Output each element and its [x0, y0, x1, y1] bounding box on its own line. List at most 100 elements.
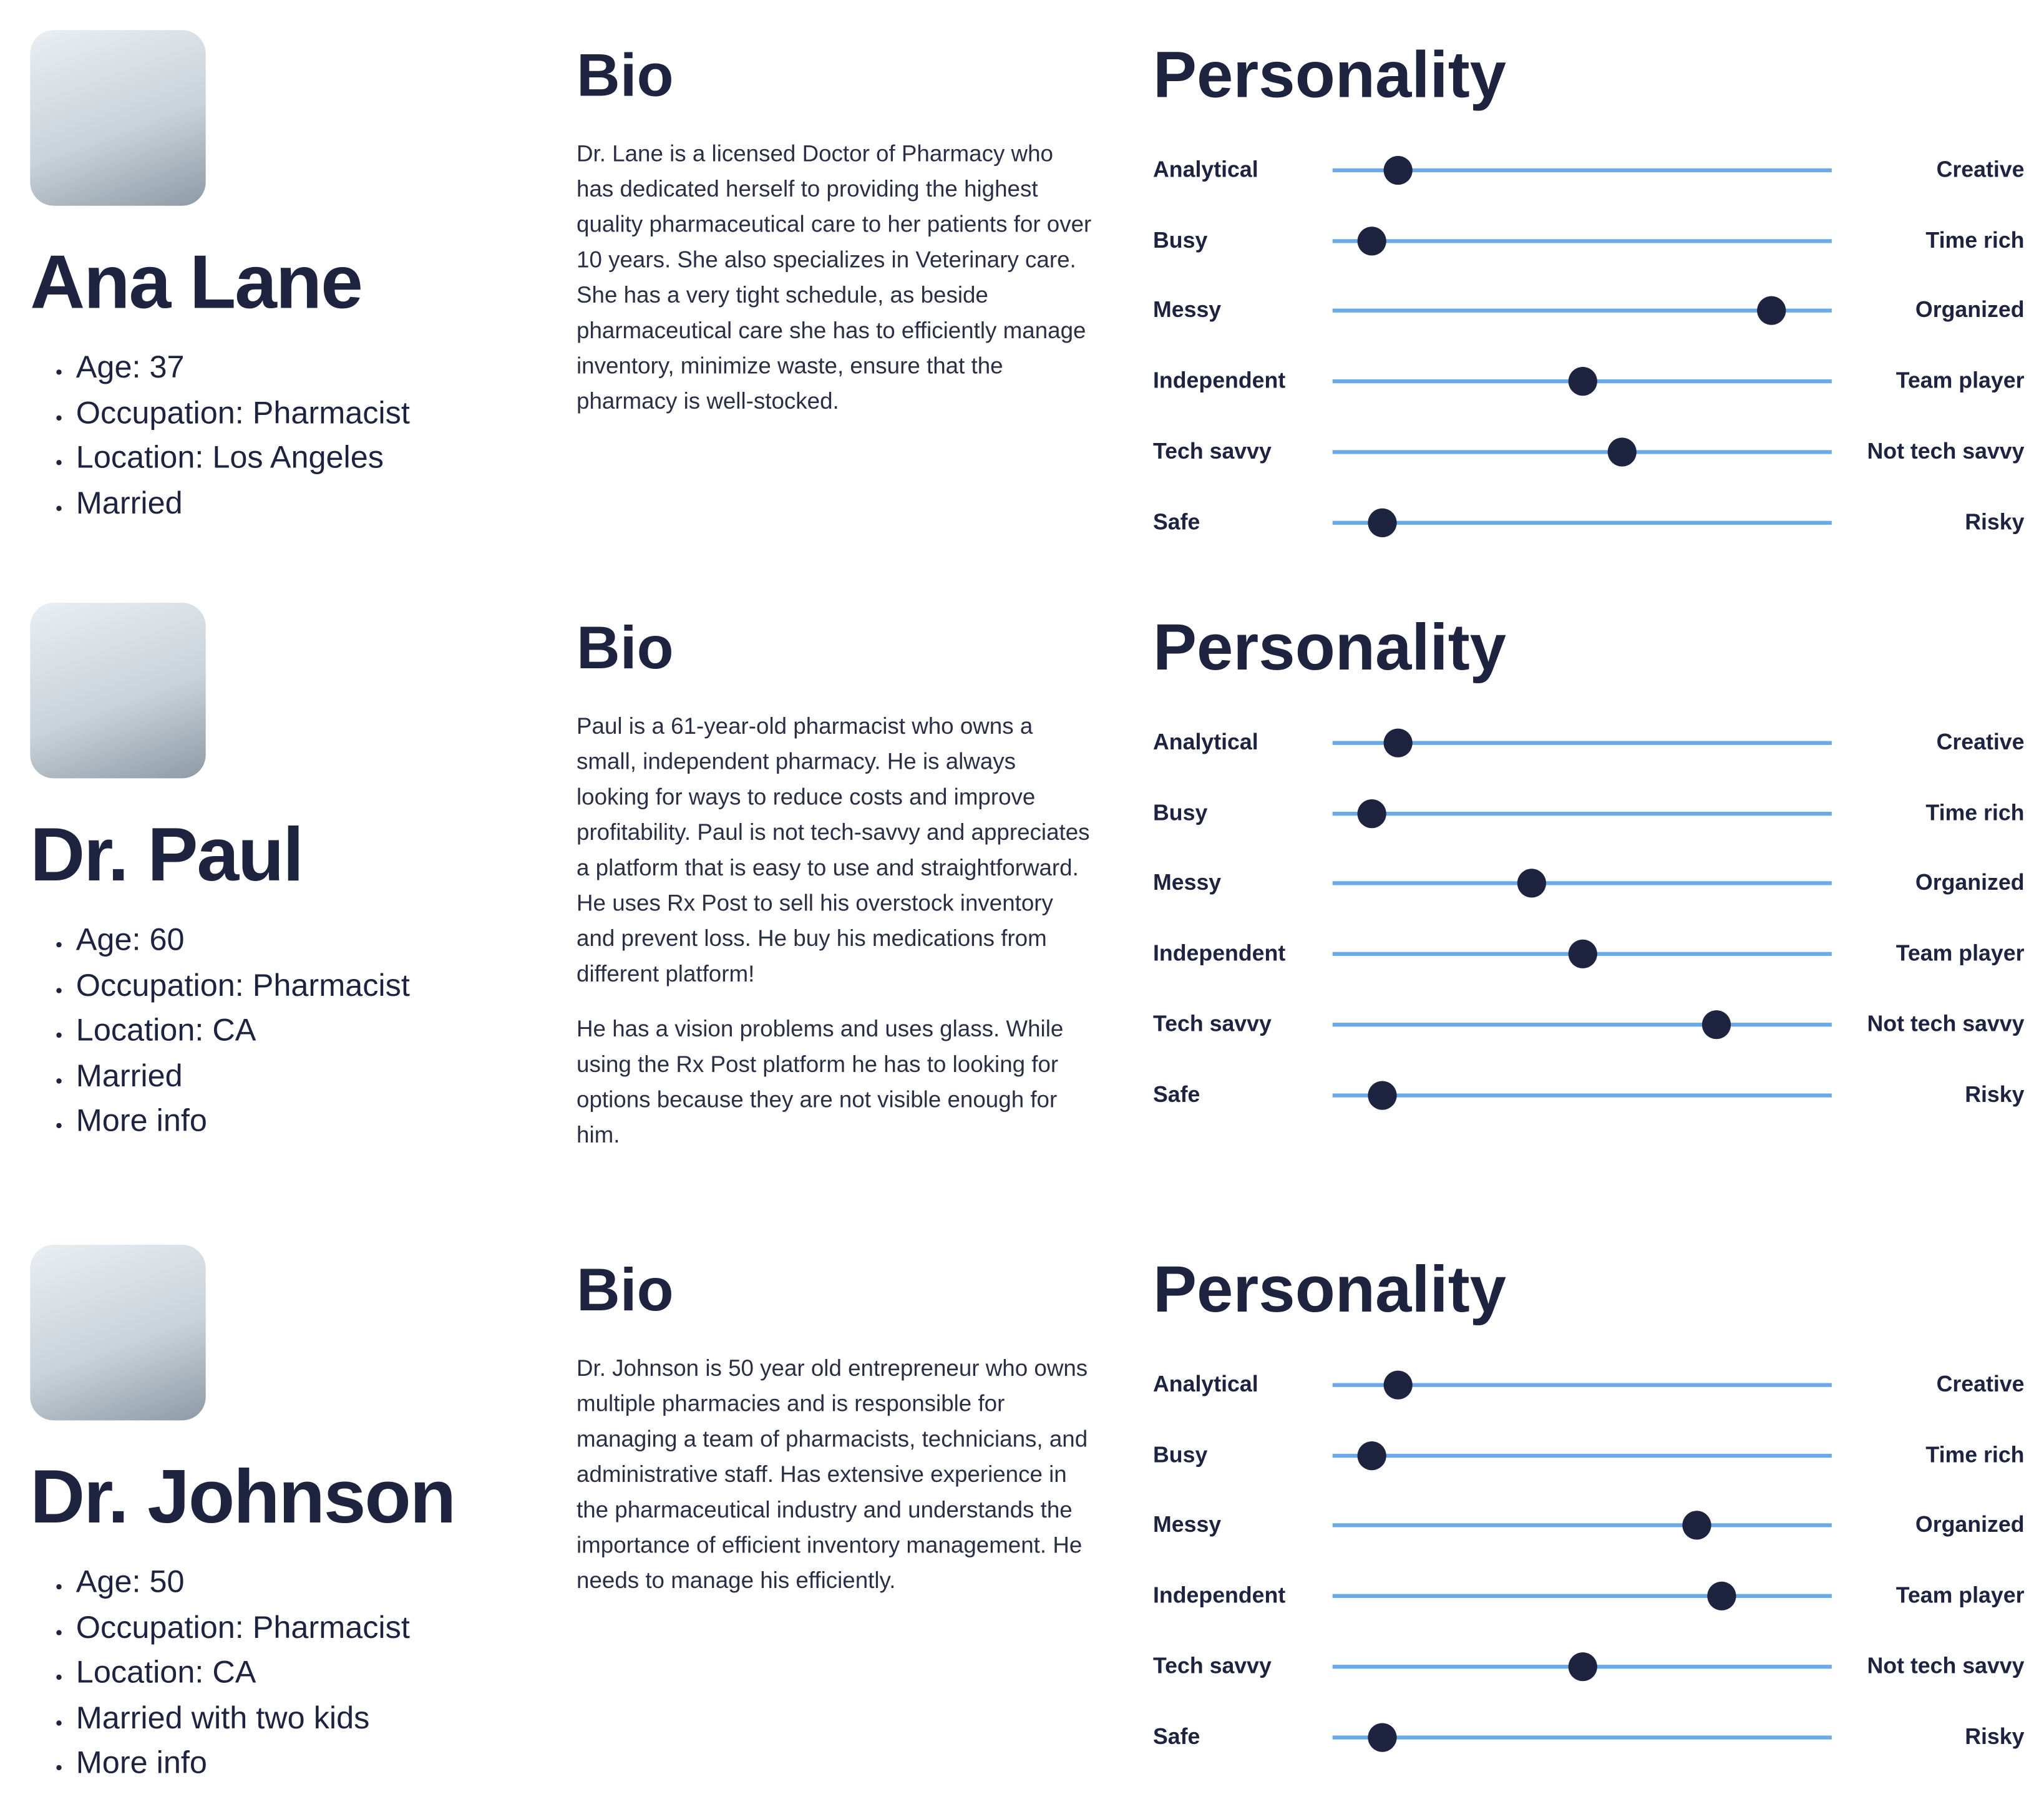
bio: Dr. Johnson is 50 year old entrepreneur …	[577, 1351, 1094, 1618]
slider-track	[1332, 520, 1832, 524]
detail: Age: 37	[76, 346, 410, 391]
persona-name: Ana Lane	[30, 240, 363, 325]
detail: Occupation: Pharmacist	[76, 391, 410, 436]
persona-name: Dr. Paul	[30, 812, 304, 898]
trait-left: Messy	[1152, 298, 1222, 323]
slider-track	[1332, 741, 1832, 745]
bio-paragraph: Paul is a 61-year-old pharmacist who own…	[576, 713, 1090, 987]
details: Age: 50Occupation: PharmacistLocation: C…	[0, 1561, 410, 1786]
trait-left: Independent	[1152, 1582, 1286, 1608]
trait-right: Not tech savvy	[1867, 1653, 2025, 1678]
bio: Paul is a 61-year-old pharmacist who own…	[577, 709, 1094, 1172]
slider-knob	[1358, 799, 1387, 828]
slider-knob	[1368, 1722, 1397, 1751]
slider-track	[1332, 1524, 1832, 1528]
slider-knob	[1567, 1652, 1597, 1681]
slider-knob	[1702, 1010, 1731, 1039]
slider-knob	[1707, 1581, 1736, 1611]
trait-right: Team player	[1896, 368, 2025, 394]
slider-knob	[1607, 437, 1637, 467]
detail: Occupation: Pharmacist	[76, 964, 410, 1009]
detail: Married	[76, 1054, 410, 1099]
trait-left: Independent	[1152, 368, 1286, 394]
photo	[30, 1244, 206, 1421]
detail: Married with two kids	[76, 1696, 410, 1741]
trait-left: Analytical	[1152, 729, 1258, 755]
trait-left: Analytical	[1152, 1371, 1258, 1397]
details: Age: 60Occupation: PharmacistLocation: C…	[0, 918, 410, 1144]
slider-track	[1332, 1594, 1832, 1599]
slider-knob	[1358, 1441, 1387, 1470]
trait-left: Messy	[1152, 870, 1222, 896]
persona: Ana Lane Age: 37Occupation: PharmacistLoc…	[0, 0, 2044, 577]
details: Age: 37Occupation: PharmacistLocation: L…	[0, 346, 410, 527]
detail: Location: Los Angeles	[76, 436, 410, 481]
trait-right: Creative	[1936, 157, 2025, 182]
slider-knob	[1358, 226, 1387, 255]
slider-knob	[1368, 1080, 1397, 1109]
slider-knob	[1517, 869, 1547, 899]
detail: Age: 50	[76, 1561, 410, 1605]
trait-left: Tech savvy	[1152, 1011, 1272, 1036]
trait-right: Team player	[1896, 940, 2025, 966]
personality-title: Personality	[1152, 37, 1507, 112]
trait-right: Risky	[1965, 1081, 2025, 1107]
slider-knob	[1567, 367, 1597, 396]
bio-paragraph: He has a vision problems and uses glass.…	[576, 1015, 1064, 1148]
trait-right: Not tech savvy	[1867, 1011, 2025, 1036]
slider-track	[1332, 1453, 1832, 1458]
persona: Dr. Johnson Age: 50Occupation: Pharmacist…	[0, 1215, 2044, 1791]
slider-knob	[1383, 728, 1412, 757]
detail: Occupation: Pharmacist	[76, 1606, 410, 1651]
trait-right: Risky	[1965, 1723, 2025, 1749]
slider-track	[1332, 811, 1832, 816]
trait-right: Organized	[1915, 870, 2025, 896]
slider-track	[1332, 1022, 1832, 1026]
trait-left: Messy	[1152, 1512, 1222, 1538]
trait-left: Tech savvy	[1152, 439, 1272, 464]
trait-left: Busy	[1152, 1442, 1208, 1468]
detail: More info	[76, 1741, 410, 1786]
slider-knob	[1682, 1511, 1711, 1541]
trait-left: Safe	[1152, 1081, 1200, 1107]
slider-knob	[1757, 296, 1786, 326]
slider-track	[1332, 309, 1832, 313]
bio-title: Bio	[576, 1255, 674, 1323]
photo	[30, 30, 206, 206]
bio-title: Bio	[576, 613, 674, 681]
trait-left: Independent	[1152, 940, 1286, 966]
slider-track	[1332, 168, 1832, 173]
trait-right: Time rich	[1925, 800, 2025, 826]
slider-knob	[1383, 1370, 1412, 1400]
bio: Dr. Lane is a licensed Doctor of Pharmac…	[577, 136, 1094, 439]
slider-track	[1332, 882, 1832, 886]
detail: More info	[76, 1099, 410, 1144]
slider-track	[1332, 1383, 1832, 1387]
slider-track	[1332, 449, 1832, 454]
trait-right: Time rich	[1925, 1442, 2025, 1468]
slider-knob	[1567, 939, 1597, 969]
trait-left: Tech savvy	[1152, 1653, 1272, 1678]
trait-right: Time rich	[1925, 227, 2025, 253]
detail: Age: 60	[76, 918, 410, 963]
persona: Dr. Paul Age: 60Occupation: PharmacistLoc…	[0, 573, 2044, 1149]
trait-right: Creative	[1936, 729, 2025, 755]
slider-track	[1332, 238, 1832, 243]
photo	[30, 602, 206, 779]
trait-left: Analytical	[1152, 157, 1258, 182]
detail: Location: CA	[76, 1009, 410, 1054]
bio-paragraph: Dr. Lane is a licensed Doctor of Pharmac…	[576, 140, 1092, 414]
trait-right: Organized	[1915, 1512, 2025, 1538]
slider-track	[1332, 1093, 1832, 1097]
persona-name: Dr. Johnson	[30, 1454, 456, 1540]
personality-title: Personality	[1152, 610, 1507, 684]
trait-left: Safe	[1152, 509, 1200, 534]
slider-knob	[1383, 155, 1412, 185]
trait-left: Busy	[1152, 800, 1208, 826]
slider-knob	[1368, 507, 1397, 537]
trait-right: Creative	[1936, 1371, 2025, 1397]
trait-left: Safe	[1152, 1723, 1200, 1749]
personality-title: Personality	[1152, 1252, 1507, 1327]
trait-right: Risky	[1965, 509, 2025, 534]
